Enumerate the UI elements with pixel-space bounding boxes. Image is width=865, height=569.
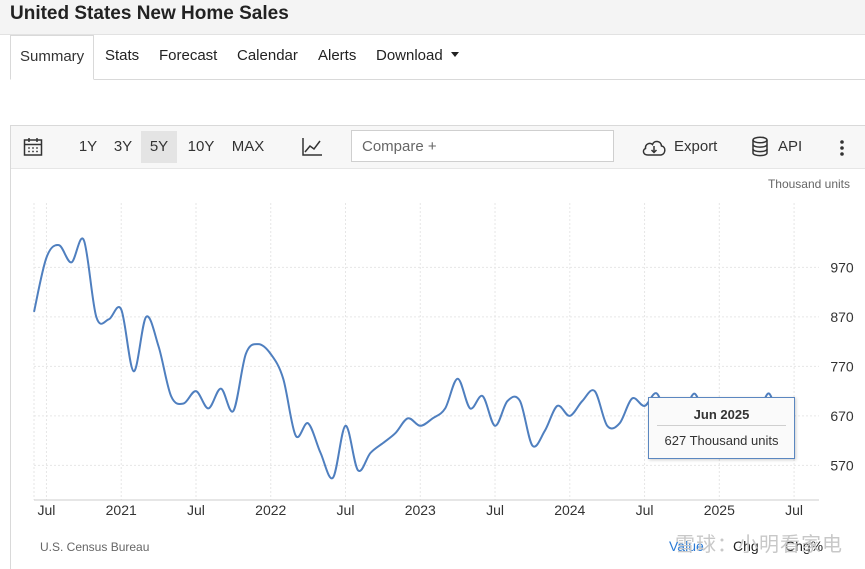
tab-download[interactable]: Download bbox=[376, 35, 459, 77]
view-value-tab[interactable]: Value bbox=[669, 538, 704, 554]
watermark: 雪球：小明看家电 bbox=[675, 534, 843, 556]
tooltip-value: 627 Thousand units bbox=[664, 433, 779, 448]
range-1y-button[interactable]: 1Y bbox=[78, 138, 98, 155]
range-3y-button[interactable]: 3Y bbox=[113, 138, 133, 155]
y-tick-label: 870 bbox=[830, 309, 854, 325]
tooltip: Jun 2025 627 Thousand units bbox=[648, 397, 795, 459]
view-chgpct-tab[interactable]: Chg% bbox=[785, 538, 824, 554]
chart-toolbar: 1Y 3Y 5Y 10Y MAX Export API bbox=[11, 126, 865, 169]
x-tick-label: 2021 bbox=[106, 502, 137, 518]
page-title: United States New Home Sales bbox=[10, 3, 289, 24]
x-tick-label: Jul bbox=[337, 502, 355, 518]
tab-summary[interactable]: Summary bbox=[10, 35, 95, 80]
x-tick-label: Jul bbox=[187, 502, 205, 518]
tooltip-divider bbox=[657, 425, 786, 426]
export-button[interactable]: Export bbox=[674, 138, 718, 155]
line-chart-icon[interactable] bbox=[301, 137, 323, 157]
database-icon[interactable] bbox=[751, 136, 769, 158]
tab-download-label: Download bbox=[376, 47, 443, 64]
tab-bar: Summary Stats Forecast Calendar Alerts D… bbox=[10, 35, 865, 80]
tab-forecast[interactable]: Forecast bbox=[159, 47, 218, 64]
x-tick-label: 2024 bbox=[554, 502, 585, 518]
tab-calendar[interactable]: Calendar bbox=[237, 47, 298, 64]
tooltip-date: Jun 2025 bbox=[693, 407, 750, 422]
more-options-icon[interactable] bbox=[838, 139, 846, 157]
x-tick-label: Jul bbox=[636, 502, 654, 518]
y-tick-label: 770 bbox=[830, 358, 854, 374]
source-label: U.S. Census Bureau bbox=[40, 540, 150, 554]
x-tick-label: 2023 bbox=[405, 502, 436, 518]
series-line bbox=[33, 237, 783, 480]
compare-input[interactable] bbox=[351, 130, 614, 162]
y-tick-label: 670 bbox=[830, 408, 854, 424]
x-tick-label: 2025 bbox=[704, 502, 735, 518]
unit-label: Thousand units bbox=[767, 177, 850, 191]
calendar-icon[interactable] bbox=[23, 137, 43, 157]
tab-stats[interactable]: Stats bbox=[105, 47, 140, 64]
y-tick-label: 970 bbox=[830, 259, 854, 275]
x-tick-label: Jul bbox=[38, 502, 56, 518]
caret-down-icon bbox=[450, 51, 459, 57]
cloud-download-icon[interactable] bbox=[641, 138, 667, 158]
api-button[interactable]: API bbox=[778, 138, 803, 155]
range-10y-button[interactable]: 10Y bbox=[187, 138, 215, 155]
view-chg-tab[interactable]: Chg bbox=[733, 538, 759, 554]
title-bar: United States New Home Sales bbox=[0, 0, 865, 35]
tab-alerts[interactable]: Alerts bbox=[318, 47, 357, 64]
range-max-button[interactable]: MAX bbox=[231, 138, 265, 155]
x-tick-label: 2022 bbox=[255, 502, 286, 518]
y-tick-label: 570 bbox=[830, 457, 854, 473]
x-tick-label: Jul bbox=[486, 502, 504, 518]
range-5y-button[interactable]: 5Y bbox=[141, 131, 177, 163]
x-tick-label: Jul bbox=[785, 502, 803, 518]
chart-panel: 1Y 3Y 5Y 10Y MAX Export API bbox=[10, 125, 865, 569]
